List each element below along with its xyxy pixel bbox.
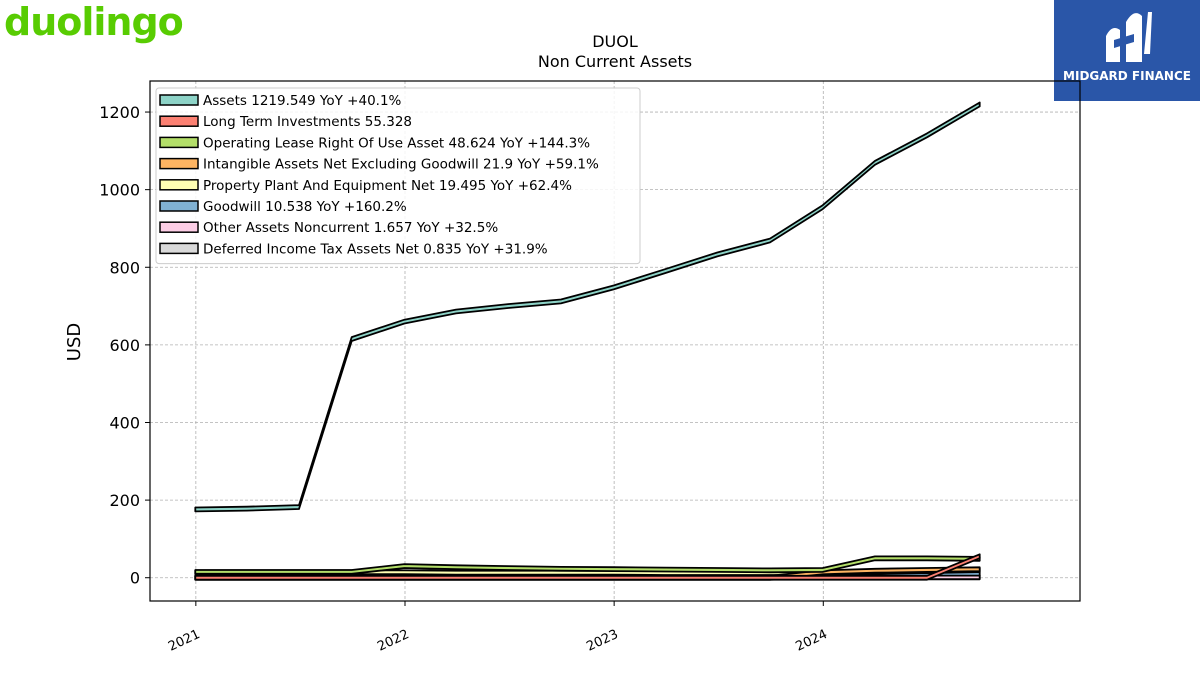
legend-entry: Operating Lease Right Of Use Asset 48.62… <box>203 135 590 151</box>
legend-entry: Property Plant And Equipment Net 19.495 … <box>203 178 572 194</box>
plot-frame <box>149 80 1081 602</box>
x-tick-label: 2024 <box>794 627 830 655</box>
midgard-finance-label: MIDGARD FINANCE <box>1063 69 1191 83</box>
legend-entry: Assets 1219.549 YoY +40.1% <box>203 93 402 109</box>
y-tick-label: 600 <box>109 336 140 355</box>
x-tick-label: 2023 <box>584 627 620 655</box>
legend-swatch <box>159 179 199 191</box>
midgard-emblem-icon <box>1106 12 1152 63</box>
legend-swatch <box>159 157 199 170</box>
series-band-operating-lease-right-of-use-asset <box>194 555 981 575</box>
x-tick-label: 2021 <box>166 627 202 655</box>
chart-subtitle: Non Current Assets <box>538 52 692 71</box>
legend-entry: Goodwill 10.538 YoY +160.2% <box>203 199 407 215</box>
x-tick-label: 2022 <box>375 627 411 655</box>
legend-entry: Other Assets Noncurrent 1.657 YoY +32.5% <box>203 220 498 236</box>
y-tick-label: 1000 <box>99 181 140 200</box>
y-tick-label: 0 <box>130 569 140 588</box>
legend-swatch <box>159 94 199 106</box>
y-axis-label: USD <box>64 323 85 361</box>
legend-swatch <box>159 221 199 233</box>
y-tick-label: 800 <box>109 258 140 277</box>
plot-area: 0 200 400 600 800 1000 1200 2021 2022 2023 2024 Ass… <box>99 80 1081 655</box>
legend-entry: Long Term Investments 55.328 <box>203 114 412 130</box>
midgard-finance-logo: MIDGARD FINANCE <box>1054 0 1200 101</box>
y-tick-label: 400 <box>109 413 140 432</box>
legend-entry: Deferred Income Tax Assets Net 0.835 YoY… <box>203 241 548 257</box>
chart-title: DUOL <box>592 32 638 51</box>
legend-swatch <box>159 242 199 255</box>
legend-entry: Intangible Assets Net Excluding Goodwill… <box>203 157 599 173</box>
y-tick-label: 1200 <box>99 103 140 122</box>
legend-swatch <box>159 136 199 149</box>
legend-swatch <box>159 200 199 212</box>
series-band-assets <box>194 101 981 513</box>
legend-swatch <box>159 115 199 127</box>
legend-box <box>155 87 641 265</box>
y-tick-label: 200 <box>109 491 140 510</box>
duolingo-logo: duolingo <box>4 0 184 44</box>
series-band-long-term-investments <box>194 553 981 581</box>
